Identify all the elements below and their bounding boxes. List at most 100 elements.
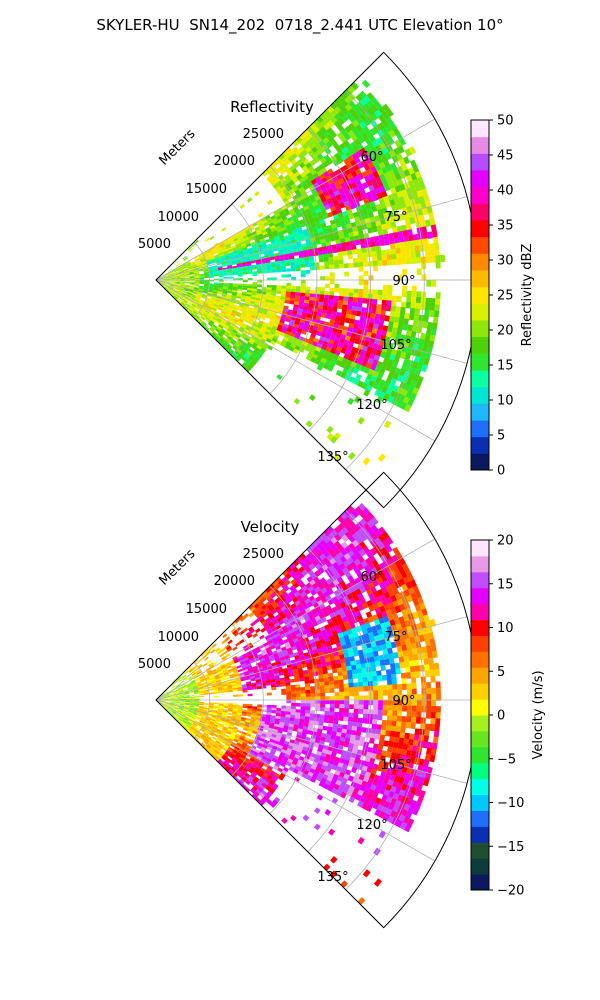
radar-cell: [374, 388, 382, 397]
radar-cell: [296, 578, 304, 586]
radar-cell: [184, 277, 190, 279]
radar-cell: [429, 303, 436, 312]
radar-cell: [228, 326, 234, 332]
radar-cell: [236, 296, 242, 300]
radar-cell: [178, 298, 183, 302]
radar-cell: [198, 254, 204, 258]
radar-cell: [357, 252, 363, 259]
radar-cell: [261, 345, 268, 351]
radar-cell: [214, 255, 220, 259]
radar-cell: [261, 590, 268, 597]
radar-cell: [187, 292, 193, 295]
radar-cell: [214, 243, 220, 248]
radar-cell: [223, 251, 229, 256]
radar-cell: [347, 301, 353, 307]
radar-cell: [207, 305, 213, 310]
radar-cell: [221, 335, 227, 341]
radar-cell: [337, 303, 343, 310]
radar-cell: [179, 273, 185, 276]
radar-cell: [329, 276, 335, 281]
radar-cell: [227, 269, 233, 273]
radar-cell: [348, 292, 354, 298]
radar-cell: [194, 284, 200, 286]
radar-cell: [334, 283, 340, 289]
radar-cell: [349, 236, 356, 242]
radar-cell: [164, 283, 170, 287]
radar-cell: [283, 253, 290, 258]
radar-cell: [160, 276, 166, 279]
radar-cell: [423, 194, 430, 203]
radar-cell: [261, 228, 267, 234]
radar-cell: [227, 335, 233, 341]
radar-cell: [224, 331, 231, 337]
radar-cell: [341, 534, 349, 543]
radar-cell: [372, 260, 378, 267]
radar-cell: [160, 276, 165, 279]
radar-cell: [300, 292, 306, 297]
radar-cell: [285, 146, 293, 154]
radar-cell: [383, 233, 390, 241]
radar-cell: [376, 675, 383, 682]
radar-cell: [315, 703, 321, 708]
radar-cell: [294, 295, 301, 300]
radar-cell: [204, 311, 209, 316]
radar-cell: [243, 318, 249, 324]
radar-cell: [270, 264, 277, 268]
radar-cell: [401, 163, 409, 172]
radar-cell: [416, 705, 422, 713]
radar-cell: [174, 285, 180, 288]
radar-cell: [177, 291, 182, 295]
radar-cell: [279, 168, 286, 175]
radar-cell: [383, 171, 391, 180]
radar-cell: [203, 312, 209, 317]
radar-cell: [184, 297, 190, 301]
radar-cell: [362, 293, 369, 300]
radar-cell: [281, 215, 288, 222]
radar-cell: [414, 245, 421, 253]
radar-cell: [362, 456, 371, 466]
radar-cell: [424, 303, 431, 311]
radar-cell: [224, 301, 230, 306]
radar-cell: [247, 284, 253, 287]
radar-cell: [233, 304, 239, 309]
radar-cell: [294, 189, 301, 196]
radar-cell: [317, 566, 325, 574]
radar-cell: [389, 310, 396, 318]
radar-cell: [282, 336, 289, 342]
radar-cell: [208, 313, 214, 318]
radar-cell: [365, 222, 372, 229]
radar-cell: [194, 308, 199, 313]
radar-cell: [343, 232, 350, 239]
radar-cell: [210, 333, 216, 339]
radar-cell: [241, 340, 247, 346]
radar-cell: [343, 263, 349, 269]
radar-cell: [209, 319, 215, 325]
radar-cell: [410, 330, 417, 339]
radar-cell: [255, 613, 262, 619]
radar-cell: [389, 216, 396, 224]
radar-cell: [336, 243, 342, 249]
radar-cell: [347, 397, 355, 406]
radar-cell: [424, 244, 430, 252]
radar-cell: [394, 311, 401, 319]
radar-cell: [203, 285, 209, 288]
radar-cell: [174, 260, 179, 265]
radar-cell: [409, 216, 416, 225]
colorbar-segment: [471, 203, 489, 221]
radar-cell: [193, 255, 199, 260]
radar-cell: [296, 158, 304, 166]
radar-cell: [308, 563, 316, 571]
radar-cell: [361, 182, 369, 190]
radar-cell: [242, 248, 249, 253]
radar-cell: [237, 274, 243, 277]
radar-cell: [170, 281, 176, 283]
radar-cell: [303, 299, 310, 304]
radar-cell: [170, 276, 176, 278]
radar-cell: [264, 238, 271, 244]
radar-cell: [229, 301, 235, 305]
radar-cell: [373, 704, 379, 711]
radar-cell: [406, 257, 412, 265]
radar-cell: [394, 367, 402, 376]
radar-cell: [393, 215, 401, 223]
radar-cell: [348, 231, 355, 238]
